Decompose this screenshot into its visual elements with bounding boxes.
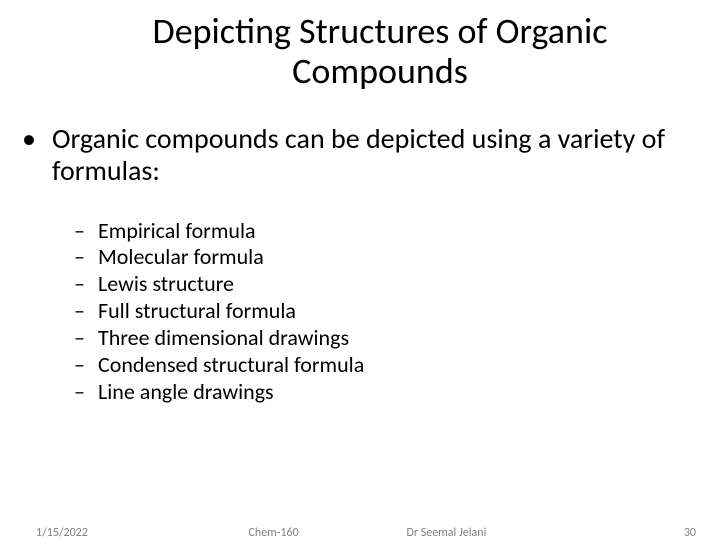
bullet-marker-l2: – [74, 352, 98, 379]
bullet-level1: • Organic compounds can be depicted usin… [22, 123, 690, 187]
bullet-marker-l2: – [74, 218, 98, 245]
bullet-level2: – Full structural formula [74, 298, 690, 325]
footer-date: 1/15/2022 [36, 526, 88, 540]
bullet-text-l2: Condensed structural formula [98, 352, 690, 379]
footer-course: Chem-160 [249, 526, 299, 540]
bullet-marker-l2: – [74, 298, 98, 325]
slide: Depicting Structures of Organic Compound… [0, 12, 720, 552]
bullet-level2: – Lewis structure [74, 271, 690, 298]
bullet-level2: – Three dimensional drawings [74, 325, 690, 352]
bullet-marker-l1: • [22, 123, 52, 155]
bullet-text-l2: Full structural formula [98, 298, 690, 325]
bullet-level2: – Empirical formula [74, 218, 690, 245]
bullet-text-l2: Molecular formula [98, 244, 690, 271]
bullet-marker-l2: – [74, 244, 98, 271]
bullet-text-l1: Organic compounds can be depicted using … [52, 123, 690, 187]
bullet-text-l2: Line angle drawings [98, 379, 690, 406]
footer-author: Dr Seemal Jelani [406, 526, 486, 540]
bullet-level2: – Molecular formula [74, 244, 690, 271]
bullet-level2: – Condensed structural formula [74, 352, 690, 379]
footer-page-number: 30 [684, 526, 696, 540]
slide-title: Depicting Structures of Organic Compound… [100, 12, 660, 91]
bullet-marker-l2: – [74, 325, 98, 352]
slide-body: • Organic compounds can be depicted usin… [22, 123, 690, 405]
sub-bullet-list: – Empirical formula – Molecular formula … [74, 218, 690, 406]
bullet-text-l2: Lewis structure [98, 271, 690, 298]
bullet-text-l2: Empirical formula [98, 218, 690, 245]
bullet-text-l2: Three dimensional drawings [98, 325, 690, 352]
bullet-marker-l2: – [74, 271, 98, 298]
slide-footer: 1/15/2022 Chem-160 Dr Seemal Jelani 30 [0, 526, 720, 540]
bullet-marker-l2: – [74, 379, 98, 406]
bullet-level2: – Line angle drawings [74, 379, 690, 406]
